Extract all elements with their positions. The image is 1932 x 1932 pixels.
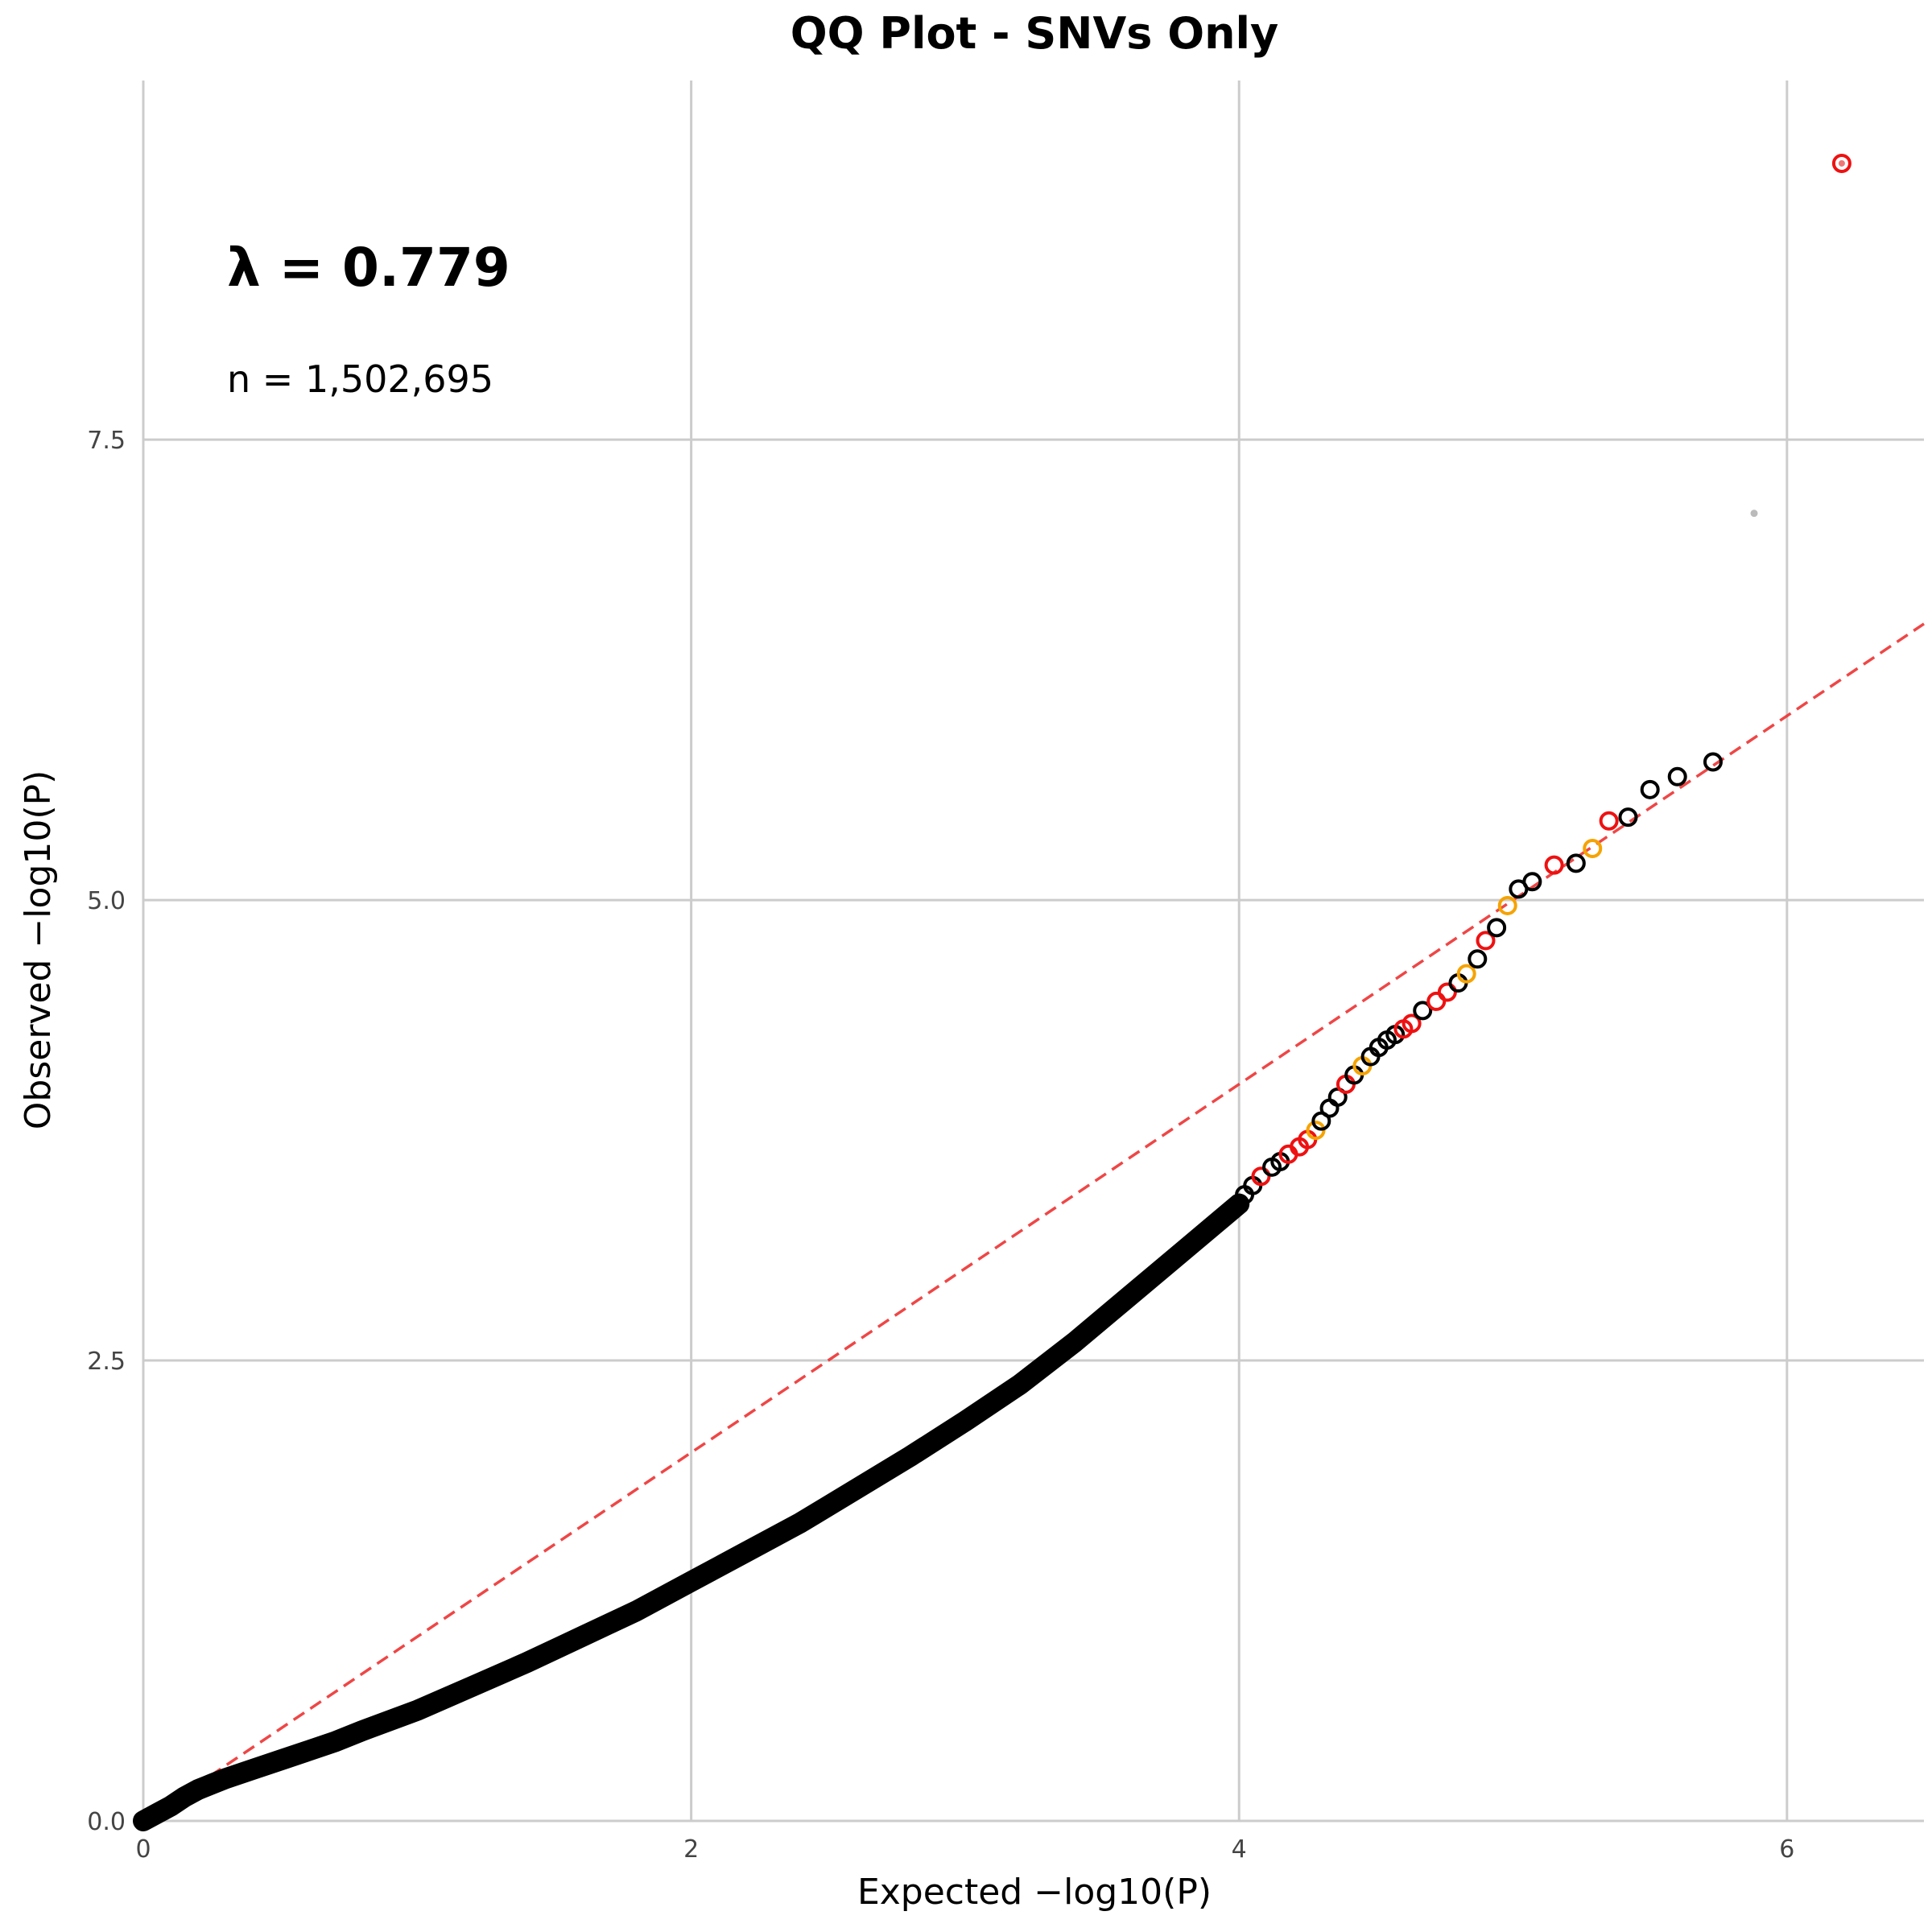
data-point [1544,855,1564,875]
y-tick-label: 0.0 [87,1808,126,1836]
data-point [1468,949,1488,969]
reference-line [142,622,1925,1823]
chart-title: QQ Plot - SNVs Only [791,8,1279,59]
data-point [1599,811,1619,831]
x-tick-label: 0 [135,1835,151,1864]
outlier-dot [1750,510,1758,518]
lambda-annotation: λ = 0.779 [227,237,510,299]
data-point [1413,1001,1433,1021]
data-point [1426,991,1447,1011]
data-point [1437,982,1457,1002]
data-point [1618,807,1638,828]
tick-labels: 0 2 4 6 0.0 2.5 5.0 7.5 [87,427,1794,1864]
data-point [1456,964,1476,984]
y-tick-label: 7.5 [87,427,126,455]
x-tick-label: 6 [1779,1835,1794,1864]
data-point [1583,839,1603,859]
data-point [1831,153,1852,173]
data-point [1402,1013,1422,1034]
data-point [1487,918,1507,938]
qq-curve [133,1193,1250,1831]
grid-lines [143,80,1924,1821]
data-point [1476,931,1496,951]
n-annotation: n = 1,502,695 [227,357,493,401]
x-tick-label: 4 [1232,1835,1247,1864]
y-tick-label: 5.0 [87,887,126,915]
y-axis-label: Observed −log10(P) [18,770,59,1129]
y-tick-label: 2.5 [87,1348,126,1376]
data-point [1319,1098,1340,1118]
axes [142,80,1924,1823]
data-points [1235,153,1852,1205]
data-point [1497,895,1517,915]
data-point [1522,872,1542,892]
data-point [1667,766,1687,786]
data-point [1566,853,1586,873]
data-point-center [1838,159,1845,167]
x-tick-label: 2 [683,1835,699,1864]
x-axis-label: Expected −log10(P) [857,1872,1212,1913]
data-point [1640,779,1660,799]
data-point [1703,752,1723,772]
